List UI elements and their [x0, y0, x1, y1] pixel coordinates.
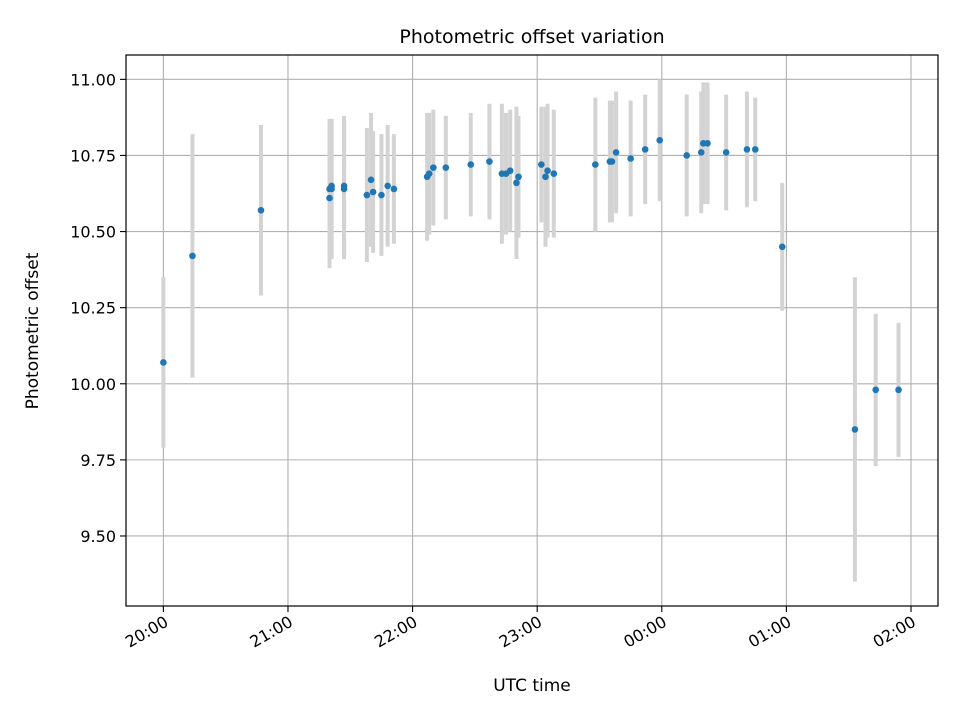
data-point [743, 146, 751, 153]
data-point [544, 167, 551, 174]
data-point [442, 164, 450, 171]
data-point [697, 149, 705, 156]
data-point [751, 146, 759, 153]
data-point [160, 359, 167, 366]
y-tick-label: 10.50 [70, 223, 116, 242]
data-point [513, 179, 520, 187]
data-point [612, 149, 620, 156]
data-point [378, 191, 385, 199]
data-point [506, 167, 514, 174]
data-points [160, 136, 902, 433]
chart-title: Photometric offset variation [399, 26, 664, 48]
data-point [425, 170, 433, 178]
plot-frame [125, 54, 939, 607]
data-point [467, 161, 475, 168]
y-axis-ticks: 9.50 9.75 10.00 10.25 10.50 10.75 11.00 [70, 70, 126, 546]
x-axis-label: UTC time [493, 676, 571, 696]
data-point [390, 185, 398, 193]
y-tick-label: 10.00 [70, 375, 116, 394]
data-point [872, 386, 879, 394]
y-tick-label: 10.25 [70, 299, 116, 318]
data-point [704, 139, 711, 147]
y-axis-label: Photometric offset [23, 252, 43, 409]
data-point [257, 206, 265, 214]
data-point [340, 182, 348, 190]
data-point [538, 161, 545, 168]
data-point [542, 173, 549, 181]
y-tick-label: 9.50 [80, 527, 116, 546]
y-tick-label: 11.00 [70, 70, 116, 89]
data-point [608, 158, 616, 165]
data-point [550, 170, 558, 178]
data-point [683, 152, 691, 159]
data-point [430, 164, 437, 171]
data-point [722, 149, 730, 156]
data-point [384, 182, 391, 190]
data-point [328, 182, 335, 190]
data-point [363, 191, 371, 199]
y-tick-label: 10.75 [70, 146, 116, 165]
data-point [778, 243, 786, 251]
data-point [369, 188, 377, 196]
data-point [851, 426, 859, 433]
data-point [189, 252, 196, 260]
data-point [641, 146, 649, 153]
data-point [515, 173, 522, 181]
data-point [895, 386, 902, 394]
data-point [627, 155, 634, 162]
data-point [326, 194, 333, 202]
data-point [656, 136, 664, 144]
y-tick-label: 9.75 [80, 451, 116, 470]
data-point [592, 161, 599, 168]
data-point [367, 176, 375, 184]
data-point [486, 158, 493, 165]
